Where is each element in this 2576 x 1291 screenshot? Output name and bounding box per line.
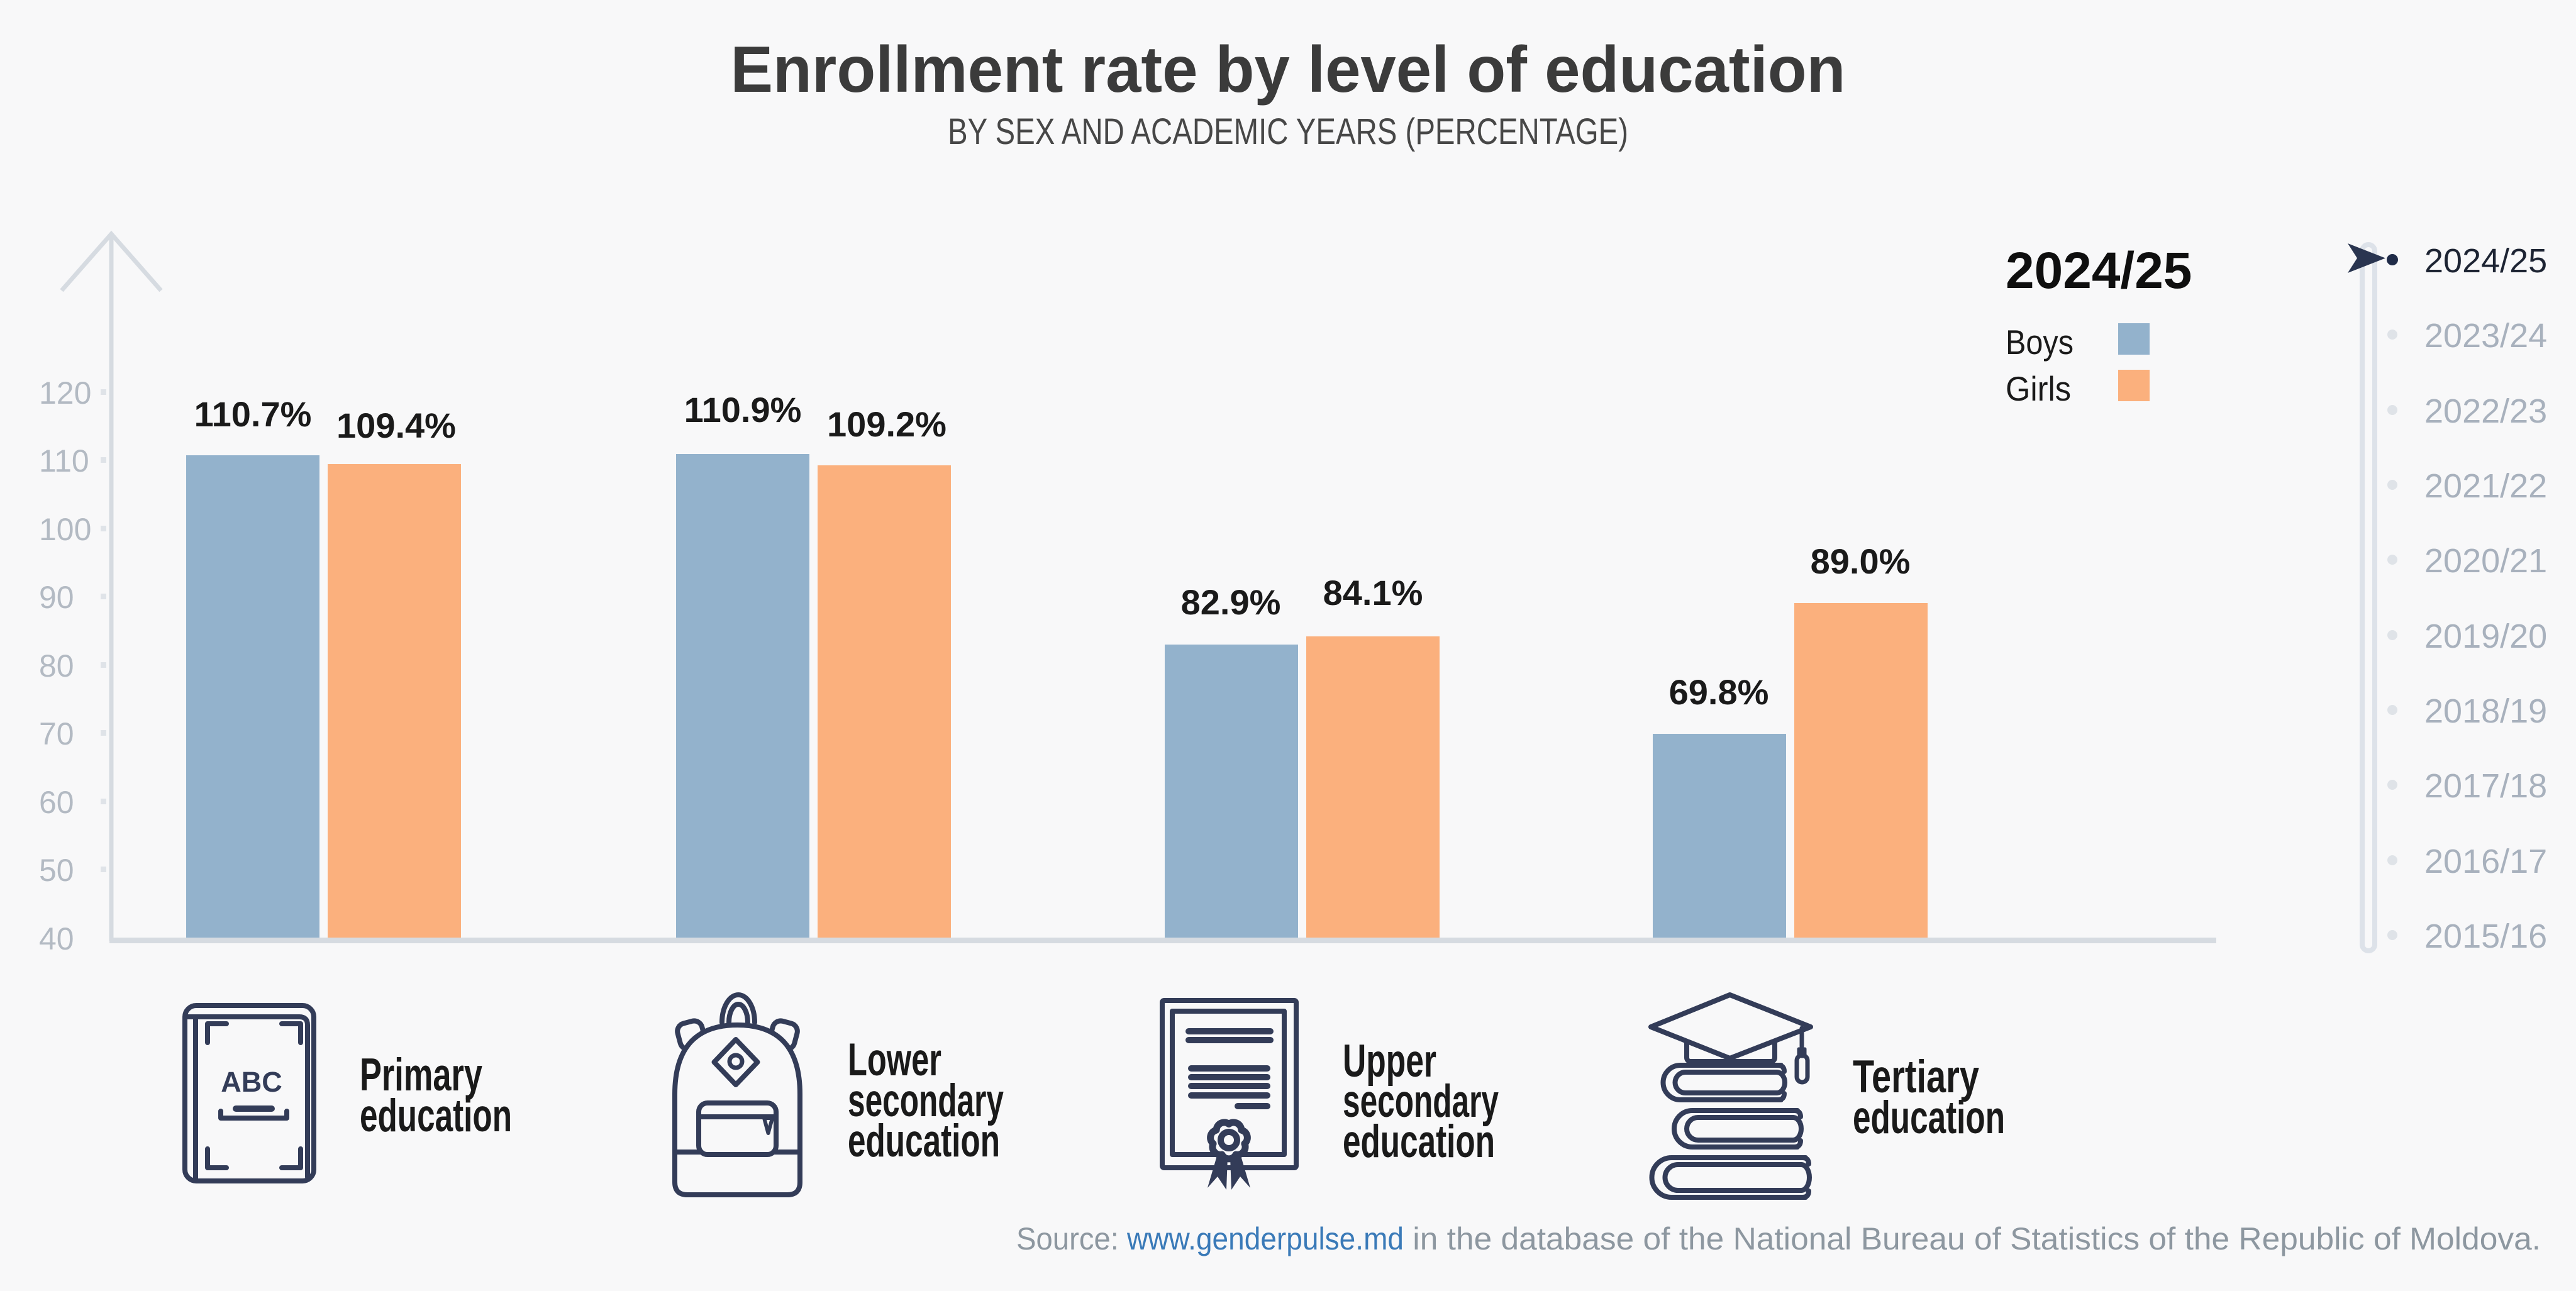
svg-text:education: education (1343, 1116, 1495, 1167)
svg-text:2021/22: 2021/22 (2424, 467, 2547, 505)
svg-text:120: 120 (39, 375, 91, 411)
svg-text:BY SEX AND ACADEMIC YEARS (PER: BY SEX AND ACADEMIC YEARS (PERCENTAGE) (948, 111, 1628, 152)
svg-text:2022/23: 2022/23 (2424, 392, 2547, 430)
svg-text:Source: www.genderpulse.md in: Source: www.genderpulse.md in the databa… (1016, 1221, 2541, 1256)
svg-text:Tertiary: Tertiary (1853, 1051, 1979, 1102)
svg-text:90: 90 (39, 580, 74, 615)
svg-text:40: 40 (39, 921, 74, 956)
svg-text:2017/18: 2017/18 (2424, 767, 2547, 805)
svg-text:Upper: Upper (1343, 1036, 1436, 1087)
svg-text:50: 50 (39, 853, 74, 888)
svg-text:110.7%: 110.7% (194, 394, 312, 434)
svg-text:secondary: secondary (848, 1075, 1004, 1126)
svg-text:100: 100 (39, 512, 91, 547)
svg-text:2024/25: 2024/25 (2006, 242, 2192, 299)
svg-text:89.0%: 89.0% (1811, 541, 1911, 581)
svg-text:education: education (848, 1116, 1000, 1166)
svg-text:2018/19: 2018/19 (2424, 692, 2547, 730)
svg-text:2024/25: 2024/25 (2424, 242, 2547, 280)
svg-text:ABC: ABC (221, 1066, 282, 1098)
svg-text:110.9%: 110.9% (684, 390, 802, 429)
svg-text:Girls: Girls (2006, 369, 2071, 408)
svg-text:110: 110 (39, 443, 89, 479)
svg-text:69.8%: 69.8% (1669, 672, 1769, 712)
svg-text:2023/24: 2023/24 (2424, 317, 2547, 355)
svg-text:education: education (360, 1090, 512, 1141)
svg-text:82.9%: 82.9% (1181, 582, 1281, 622)
svg-text:2019/20: 2019/20 (2424, 618, 2547, 655)
svg-text:2015/16: 2015/16 (2424, 917, 2547, 955)
svg-text:Enrollment rate by level of ed: Enrollment rate by level of education (731, 33, 1846, 106)
svg-text:80: 80 (39, 648, 74, 684)
svg-text:60: 60 (39, 785, 74, 820)
svg-text:109.2%: 109.2% (827, 404, 947, 444)
svg-text:secondary: secondary (1343, 1076, 1499, 1127)
svg-text:2016/17: 2016/17 (2424, 843, 2547, 880)
svg-text:2020/21: 2020/21 (2424, 542, 2547, 580)
svg-text:Lower: Lower (848, 1034, 941, 1085)
svg-text:84.1%: 84.1% (1323, 573, 1423, 612)
svg-text:109.4%: 109.4% (336, 406, 456, 445)
svg-text:Primary: Primary (360, 1050, 482, 1100)
svg-text:education: education (1853, 1092, 2005, 1143)
svg-text:Boys: Boys (2006, 323, 2074, 362)
svg-text:70: 70 (39, 716, 74, 751)
